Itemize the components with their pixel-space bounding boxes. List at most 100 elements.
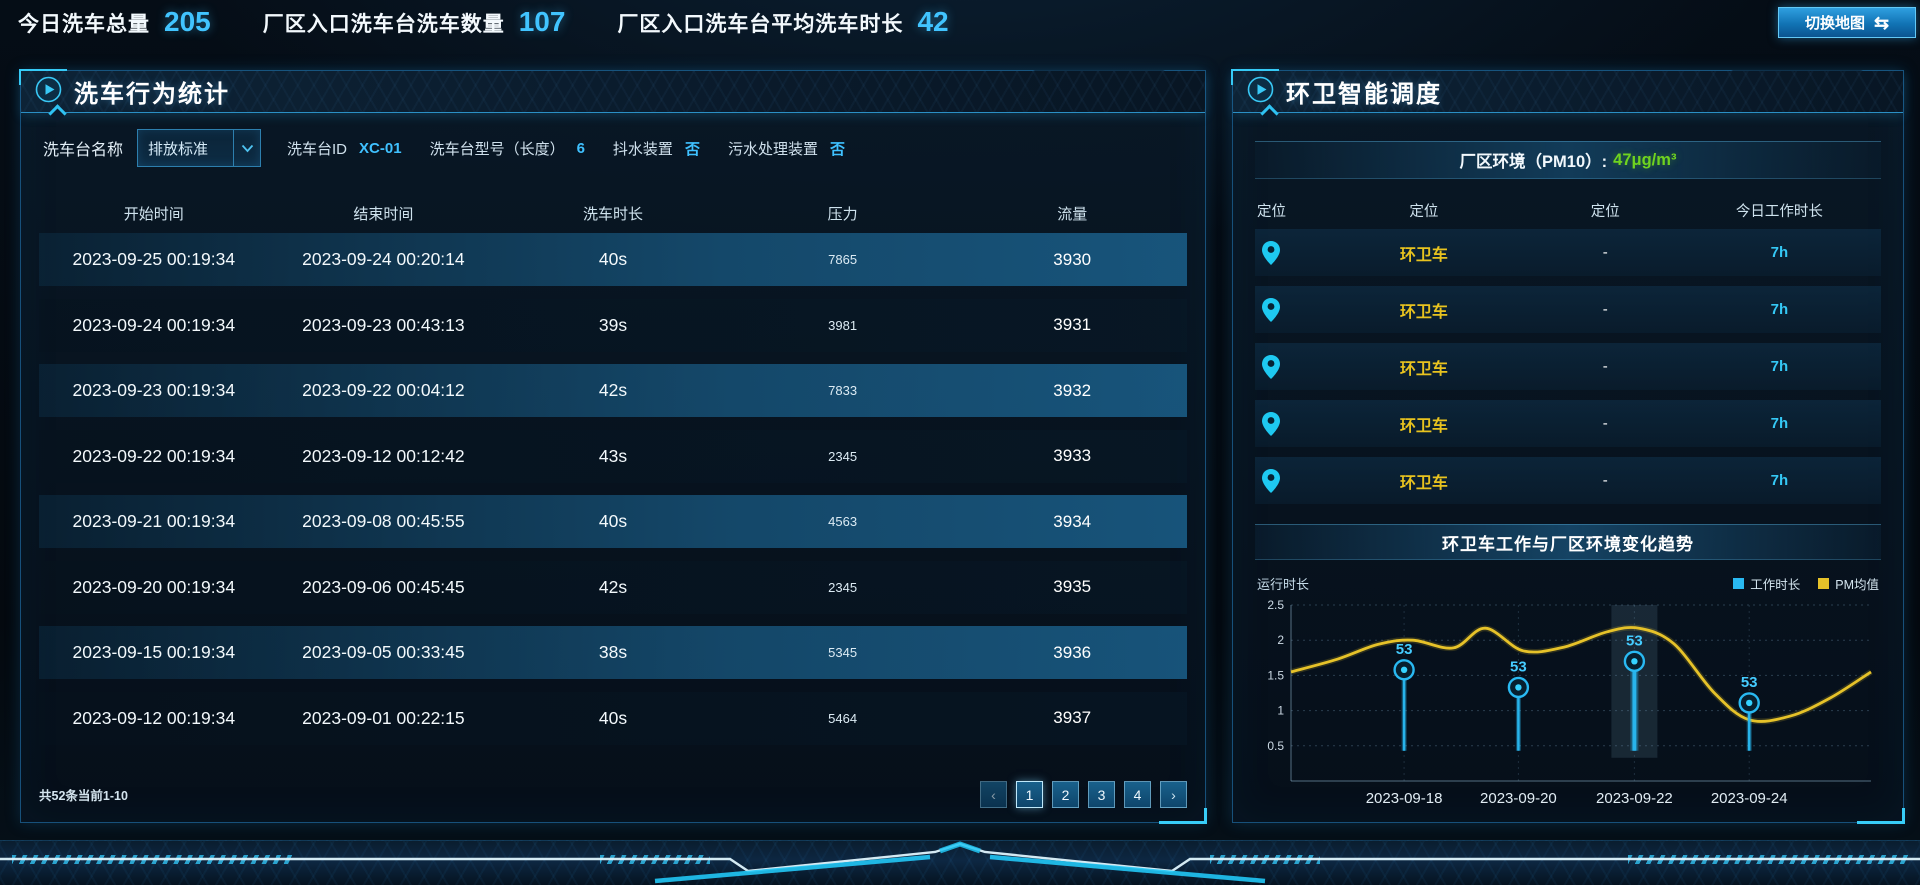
cell-duration: 40s <box>598 511 628 531</box>
cell-flow: 3933 <box>1053 446 1092 465</box>
vehicle-work-hours: 7h <box>1770 244 1789 261</box>
center-arrow-decoration <box>0 841 1920 884</box>
cell-duration: 40s <box>598 249 628 269</box>
pagination: ‹ 1 2 3 4 › <box>980 781 1187 808</box>
vehicle-row: 环卫车 - 7h <box>1255 343 1881 390</box>
vehicle-work-hours: 7h <box>1770 301 1789 318</box>
cell-flow: 3930 <box>1053 249 1092 269</box>
cell-flow: 3932 <box>1053 380 1092 400</box>
cell-start-time: 2023-09-21 00:19:34 <box>72 511 236 531</box>
switch-map-label: 切换地图 <box>1804 15 1865 32</box>
stat-label: 厂区入口洗车台洗车数量 <box>262 13 505 36</box>
cell-pressure: 3981 <box>828 317 858 333</box>
legend-label: 工作时长 <box>1750 578 1801 592</box>
legend-item-work-hours[interactable]: 工作时长 <box>1733 574 1800 593</box>
sanitation-dispatch-panel: 环卫智能调度 厂区环境（PM10）: 47μg/m³ 定位 定位 定位 今日工作… <box>1231 69 1905 824</box>
col-location: 定位 <box>1257 203 1286 220</box>
cell-flow: 3937 <box>1053 708 1092 727</box>
page-button-2[interactable]: 2 <box>1052 781 1079 808</box>
trend-chart-title: 环卫车工作与厂区环境变化趋势 <box>1255 524 1881 560</box>
page-button-1[interactable]: 1 <box>1016 781 1043 808</box>
wash-panel-header: 洗车行为统计 <box>21 71 1205 123</box>
svg-text:1.5: 1.5 <box>1267 668 1284 682</box>
cell-duration: 42s <box>598 576 628 597</box>
location-pin-icon[interactable] <box>1255 297 1315 323</box>
bottom-tech-decoration <box>0 840 1920 885</box>
stat-entrance-washes: 厂区入口洗车台洗车数量 107 <box>263 6 566 38</box>
vehicle-name[interactable]: 环卫车 <box>1399 246 1448 264</box>
cell-start-time: 2023-09-20 00:19:34 <box>72 576 236 597</box>
field-label: 污水处理装置 <box>727 140 818 158</box>
chevron-down-icon[interactable] <box>233 130 260 166</box>
cell-pressure: 5464 <box>828 710 858 726</box>
chart-legend: 工作时长 PM均值 <box>1733 574 1879 593</box>
location-pin-icon[interactable] <box>1255 468 1315 494</box>
cell-duration: 38s <box>598 642 628 662</box>
cell-end-time: 2023-09-05 00:33:45 <box>302 642 465 662</box>
table-row: 2023-09-24 00:19:34 2023-09-23 00:43:13 39… <box>39 298 1187 352</box>
vehicle-name[interactable]: 环卫车 <box>1399 474 1448 492</box>
stat-avg-duration: 厂区入口洗车台平均洗车时长 42 <box>617 6 948 38</box>
cell-duration: 40s <box>598 707 628 728</box>
vehicle-location-placeholder: - <box>1602 415 1608 432</box>
next-page-button[interactable]: › <box>1160 781 1187 808</box>
legend-swatch-pm <box>1818 578 1830 589</box>
station-name-selected-value: 排放标准 <box>148 140 209 158</box>
chart-head: 运行时长 工作时长 PM均值 <box>1257 574 1879 593</box>
location-pin-icon[interactable] <box>1255 354 1315 380</box>
svg-text:53: 53 <box>1626 632 1643 649</box>
prev-page-button[interactable]: ‹ <box>980 781 1007 808</box>
svg-text:2.5: 2.5 <box>1267 598 1284 612</box>
legend-item-pm-average[interactable]: PM均值 <box>1818 574 1879 593</box>
cell-end-time: 2023-09-22 00:04:12 <box>302 380 465 400</box>
trend-chart: 0.5 1 1.5 2 2.5 53 53 53 53 2023-09-18 2023-09-20 2… <box>1257 595 1879 816</box>
cell-flow: 3934 <box>1053 511 1092 531</box>
table-footer: 共52条当前1-10 ‹ 1 2 3 4 › <box>39 781 1187 808</box>
location-pin-icon[interactable] <box>1255 240 1315 266</box>
svg-text:2023-09-24: 2023-09-24 <box>1711 790 1788 807</box>
svg-text:53: 53 <box>1741 674 1758 691</box>
vehicle-location-placeholder: - <box>1602 358 1608 375</box>
top-stats-bar: 今日洗车总量 205 厂区入口洗车台洗车数量 107 厂区入口洗车台平均洗车时长… <box>0 0 1920 44</box>
swap-icon: ⇆ <box>1873 12 1890 33</box>
wash-records-table: 开始时间 结束时间 洗车时长 压力 流量 2023-09-25 00:19:34… <box>39 193 1187 745</box>
svg-text:1: 1 <box>1277 704 1284 718</box>
switch-map-button[interactable]: 切换地图 ⇆ <box>1778 7 1916 38</box>
field-value: XC-01 <box>359 139 402 157</box>
cell-end-time: 2023-09-23 00:43:13 <box>302 314 465 335</box>
stat-label: 厂区入口洗车台平均洗车时长 <box>617 13 904 36</box>
vehicle-row: 环卫车 - 7h <box>1255 400 1881 447</box>
field-value: 否 <box>684 140 700 158</box>
page-button-4[interactable]: 4 <box>1124 781 1151 808</box>
stat-value: 205 <box>164 6 211 37</box>
svg-text:2023-09-18: 2023-09-18 <box>1366 790 1443 807</box>
cell-duration: 39s <box>598 314 628 335</box>
stats-group: 今日洗车总量 205 厂区入口洗车台洗车数量 107 厂区入口洗车台平均洗车时长… <box>18 6 949 38</box>
cell-start-time: 2023-09-12 00:19:34 <box>72 707 236 728</box>
stat-value: 42 <box>917 6 949 37</box>
col-location: 定位 <box>1409 203 1439 220</box>
location-pin-icon[interactable] <box>1255 411 1315 437</box>
svg-text:2023-09-20: 2023-09-20 <box>1480 790 1557 807</box>
panel-title: 环卫智能调度 <box>1286 81 1442 108</box>
col-start-time: 开始时间 <box>123 205 184 223</box>
vehicle-name[interactable]: 环卫车 <box>1399 303 1448 321</box>
svg-text:2: 2 <box>1277 633 1284 647</box>
filter-shake-device: 抖水装置 否 <box>613 138 700 159</box>
cell-end-time: 2023-09-06 00:45:45 <box>302 576 465 597</box>
stat-label: 今日洗车总量 <box>18 13 150 36</box>
station-name-select[interactable]: 排放标准 <box>137 129 262 167</box>
table-row: 2023-09-12 00:19:34 2023-09-01 00:22:15 40… <box>39 691 1187 745</box>
wash-table-header: 开始时间 结束时间 洗车时长 压力 流量 <box>39 193 1187 233</box>
cell-pressure: 2345 <box>828 448 858 464</box>
trend-chart-svg: 0.5 1 1.5 2 2.5 53 53 53 53 2023-09-18 2023-09-20 2… <box>1267 598 1873 807</box>
vehicle-table-body: 环卫车 - 7h 环卫车 - 7h 环卫车 - 7h 环卫车 - 7h 环卫车 - 7h <box>1255 229 1881 504</box>
vehicle-name[interactable]: 环卫车 <box>1399 360 1448 378</box>
vehicle-row: 环卫车 - 7h <box>1255 229 1881 276</box>
page-button-3[interactable]: 3 <box>1088 781 1115 808</box>
vehicle-location-placeholder: - <box>1602 244 1608 261</box>
table-row: 2023-09-25 00:19:34 2023-09-24 00:20:14 40… <box>39 233 1187 286</box>
vehicle-name[interactable]: 环卫车 <box>1399 417 1448 435</box>
pm10-label: 厂区环境（PM10）: <box>1459 153 1608 171</box>
table-row: 2023-09-22 00:19:34 2023-09-12 00:12:42 43… <box>39 429 1187 483</box>
